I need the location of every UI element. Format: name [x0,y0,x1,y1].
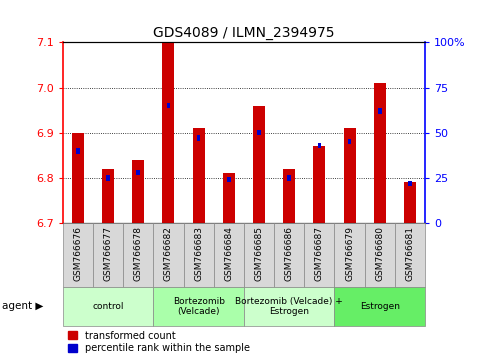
Text: GSM766683: GSM766683 [194,226,203,281]
Bar [184,223,213,287]
Text: GSM766680: GSM766680 [375,226,384,281]
Bar [154,223,184,287]
Bar [102,169,114,223]
Bar [63,223,93,287]
Bar [227,177,231,182]
Bar [213,223,244,287]
Bar [348,139,352,144]
Bar [154,287,244,326]
Bar [287,175,291,181]
Bar [167,103,170,108]
Bar [193,128,205,223]
Text: GSM766684: GSM766684 [224,226,233,281]
Title: GDS4089 / ILMN_2394975: GDS4089 / ILMN_2394975 [153,26,335,40]
Text: GSM766679: GSM766679 [345,226,354,281]
Bar [72,133,84,223]
Bar [253,105,265,223]
Text: Bortezomib
(Velcade): Bortezomib (Velcade) [172,297,225,316]
Bar [132,160,144,223]
Bar [123,223,154,287]
Bar [378,108,382,114]
Bar [334,223,365,287]
Text: GSM766687: GSM766687 [315,226,324,281]
Text: GSM766682: GSM766682 [164,226,173,281]
Bar [274,223,304,287]
Text: GSM766678: GSM766678 [134,226,143,281]
Bar [162,42,174,223]
Bar [76,148,80,154]
Legend: transformed count, percentile rank within the sample: transformed count, percentile rank withi… [68,331,250,353]
Bar [283,169,295,223]
Text: GSM766677: GSM766677 [103,226,113,281]
Text: Estrogen: Estrogen [360,302,400,311]
Bar [137,170,140,175]
Text: GSM766681: GSM766681 [405,226,414,281]
Bar [374,83,386,223]
Bar [244,223,274,287]
Bar [395,223,425,287]
Bar [343,128,355,223]
Text: GSM766686: GSM766686 [284,226,294,281]
Bar [244,287,334,326]
Bar [257,130,261,136]
Text: control: control [92,302,124,311]
Bar [63,287,154,326]
Bar [106,175,110,181]
Text: agent ▶: agent ▶ [2,301,44,311]
Bar [223,173,235,223]
Bar [365,223,395,287]
Text: Bortezomib (Velcade) +
Estrogen: Bortezomib (Velcade) + Estrogen [235,297,343,316]
Bar [334,287,425,326]
Bar [197,136,200,141]
Text: GSM766676: GSM766676 [73,226,83,281]
Bar [318,143,321,148]
Bar [404,182,416,223]
Text: GSM766685: GSM766685 [255,226,264,281]
Bar [93,223,123,287]
Bar [304,223,334,287]
Bar [313,146,326,223]
Bar [408,181,412,186]
